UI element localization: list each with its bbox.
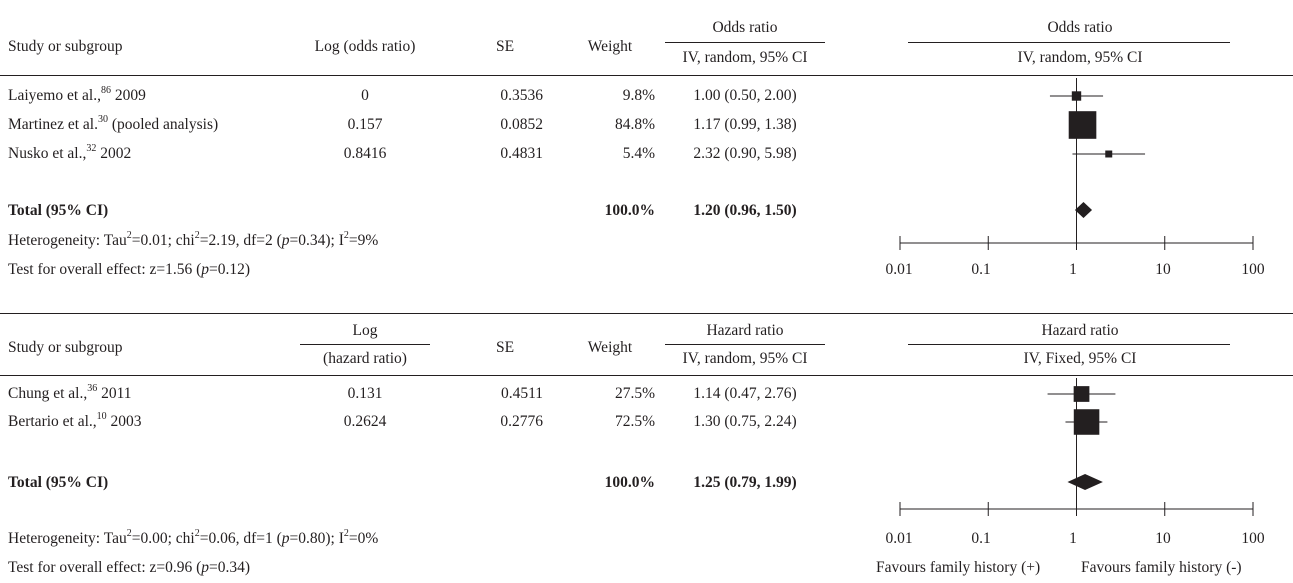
study-ci-text: 1.00 (0.50, 2.00) [693, 87, 797, 104]
study-label: Bertario et al.,10 2003 [8, 410, 142, 430]
panel-separator-rule [0, 313, 1293, 314]
total-diamond [1067, 474, 1103, 490]
total-weight: 100.0% [604, 474, 655, 491]
col-header-study: Study or subgroup [8, 339, 123, 356]
study-point-square [1071, 91, 1082, 101]
col-header-ratio-method: IV, random, 95% CI [682, 49, 808, 66]
study-point-square [1073, 409, 1100, 435]
total-label: Total (95% CI) [8, 202, 109, 219]
study-label: Chung et al.,36 2011 [8, 382, 132, 402]
study-ci-text: 2.32 (0.90, 5.98) [693, 145, 797, 162]
header-sub-rule [665, 344, 825, 345]
study-weight: 72.5% [614, 413, 655, 430]
col-header-se: SE [495, 38, 515, 55]
study-se: 0.0852 [500, 116, 543, 133]
study-point-square [1068, 111, 1097, 139]
study-label: Nusko et al.,32 2002 [8, 142, 132, 162]
plot-header-method: IV, Fixed, 95% CI [1023, 350, 1137, 367]
favours-right-label: Favours family history (-) [1081, 559, 1242, 576]
study-weight: 84.8% [614, 116, 655, 133]
total-ci-text: 1.25 (0.79, 1.99) [693, 474, 797, 491]
total-weight: 100.0% [604, 202, 655, 219]
header-sub-rule [908, 344, 1230, 345]
x-tick-label: 0.01 [885, 261, 913, 278]
study-label: Martinez et al.30 (pooled analysis) [8, 113, 219, 133]
header-rule [0, 375, 1293, 376]
x-tick-label: 100 [1241, 530, 1265, 547]
study-ci-text: 1.17 (0.99, 1.38) [693, 116, 797, 133]
x-tick-label: 1 [1069, 530, 1077, 547]
overall-effect-text: Test for overall effect: z=1.56 (p=0.12) [8, 261, 251, 278]
study-se: 0.4511 [500, 385, 543, 402]
header-sub-rule [665, 42, 825, 43]
heterogeneity-text: Heterogeneity: Tau2=0.01; chi2=2.19, df=… [8, 229, 379, 249]
study-point-square [1073, 386, 1090, 402]
heterogeneity-text: Heterogeneity: Tau2=0.00; chi2=0.06, df=… [8, 527, 379, 547]
study-log-estimate: 0.8416 [343, 145, 387, 162]
col-header-log-hr: Log [352, 322, 378, 339]
total-label: Total (95% CI) [8, 474, 109, 491]
col-header-ratio: Odds ratio [712, 19, 778, 36]
x-tick-label: 0.1 [971, 530, 991, 547]
study-ci-text: 1.30 (0.75, 2.24) [693, 413, 797, 430]
study-se: 0.2776 [500, 413, 543, 430]
header-rule [0, 75, 1293, 76]
col-header-study: Study or subgroup [8, 38, 123, 55]
col-header-weight: Weight [587, 38, 633, 55]
x-tick-label: 0.1 [971, 261, 991, 278]
study-weight: 9.8% [622, 87, 655, 104]
study-se: 0.4831 [500, 145, 543, 162]
study-log-estimate: 0.157 [347, 116, 383, 133]
col-header-se: SE [495, 339, 515, 356]
col-header-ratio-method: IV, random, 95% CI [682, 350, 808, 367]
plot-header-ratio: Hazard ratio [1041, 322, 1119, 339]
plot-header-method: IV, random, 95% CI [1017, 49, 1143, 66]
total-diamond [1074, 202, 1093, 218]
header-sub-rule [300, 344, 430, 345]
plot-header-ratio: Odds ratio [1047, 19, 1113, 36]
study-log-estimate: 0 [361, 87, 369, 104]
study-ci-text: 1.14 (0.47, 2.76) [693, 385, 797, 402]
overall-effect-text: Test for overall effect: z=0.96 (p=0.34) [8, 559, 251, 576]
header-sub-rule [908, 42, 1230, 43]
study-weight: 5.4% [622, 145, 655, 162]
x-tick-label: 100 [1241, 261, 1265, 278]
x-tick-label: 1 [1069, 261, 1077, 278]
favours-left-label: Favours family history (+) [876, 559, 1041, 576]
study-se: 0.3536 [500, 87, 543, 104]
total-ci-text: 1.20 (0.96, 1.50) [693, 202, 797, 219]
col-header-weight: Weight [587, 339, 633, 356]
x-tick-label: 10 [1155, 530, 1171, 547]
study-label: Laiyemo et al.,86 2009 [8, 84, 146, 104]
x-tick-label: 0.01 [885, 530, 913, 547]
study-point-square [1105, 150, 1113, 158]
study-weight: 27.5% [614, 385, 655, 402]
col-header-ratio: Hazard ratio [706, 322, 784, 339]
x-tick-label: 10 [1155, 261, 1171, 278]
study-log-estimate: 0.2624 [343, 413, 387, 430]
col-header-log-or: Log (odds ratio) [314, 38, 416, 55]
study-log-estimate: 0.131 [347, 385, 383, 402]
col-header-log-hr-2: (hazard ratio) [323, 350, 407, 367]
